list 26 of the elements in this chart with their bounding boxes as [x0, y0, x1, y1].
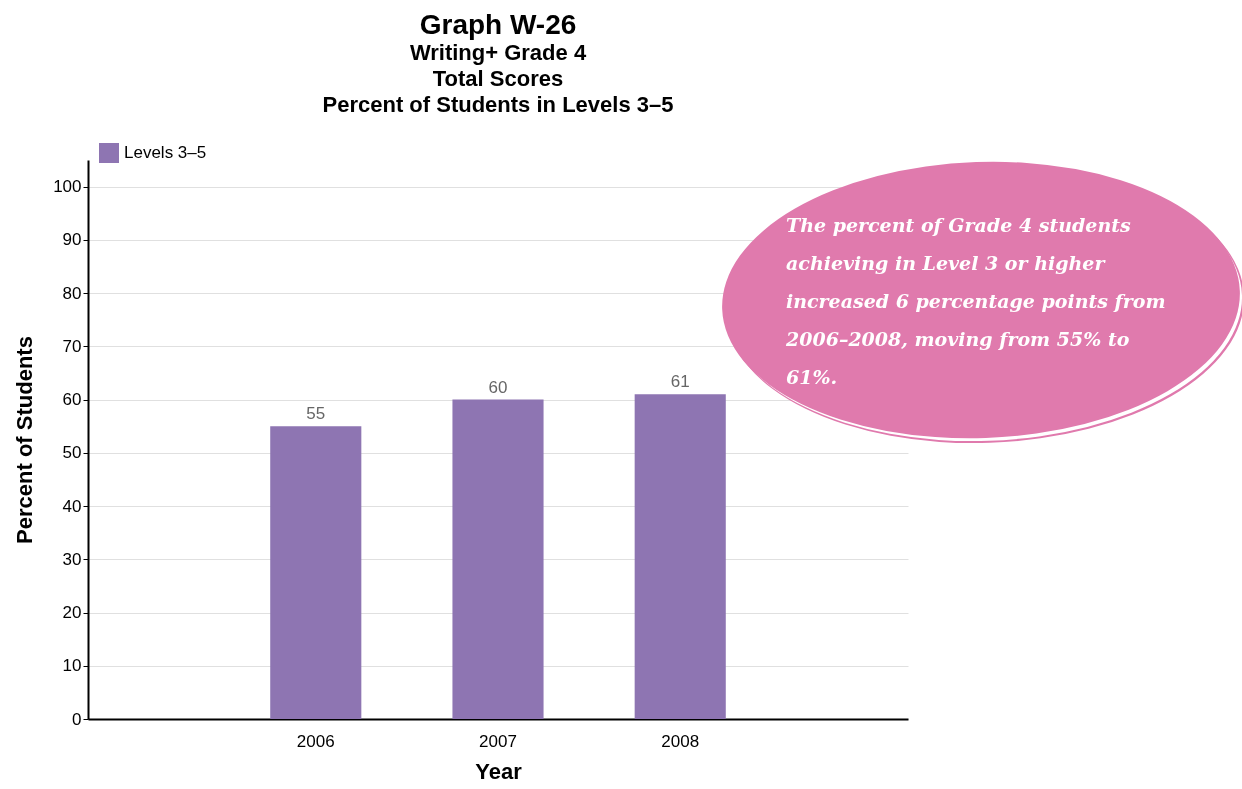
bar [270, 426, 362, 719]
y-tick-label: 10 [62, 656, 82, 676]
y-tick-label: 80 [62, 283, 82, 303]
y-tick-label: 40 [62, 496, 82, 516]
chart-title: Graph W-26 [419, 9, 577, 40]
x-axis-title: Year [475, 758, 523, 784]
bar [452, 399, 544, 719]
x-tick-label: 2006 [296, 731, 335, 751]
y-tick-label: 50 [62, 443, 82, 463]
data-label: 60 [488, 377, 508, 397]
y-tick-label: 60 [62, 390, 82, 410]
y-tick-label: 70 [62, 336, 82, 356]
legend-label: Levels 3–5 [124, 143, 207, 162]
y-tick-label: 30 [62, 549, 82, 569]
x-tick-label: 2007 [479, 731, 517, 751]
y-tick-label: 90 [62, 230, 82, 250]
y-tick-label: 20 [62, 603, 82, 623]
x-tick-label: 2008 [661, 731, 700, 751]
chart-subtitle: Writing+ Grade 4 Total Scores Percent of Students in Levels 3–5 [322, 40, 674, 117]
y-tick-label: 0 [72, 709, 82, 729]
y-axis-title: Percent of Students [12, 336, 38, 544]
annotation: The percent of Grade 4 students achieving in Level 3 or higher increased 6 percentage points from 2006–2008, moving from 55% to 61%. [786, 213, 1167, 390]
data-label: 61 [670, 372, 690, 392]
bar [634, 394, 726, 719]
data-label: 55 [306, 404, 326, 424]
y-tick-label: 100 [53, 177, 82, 197]
